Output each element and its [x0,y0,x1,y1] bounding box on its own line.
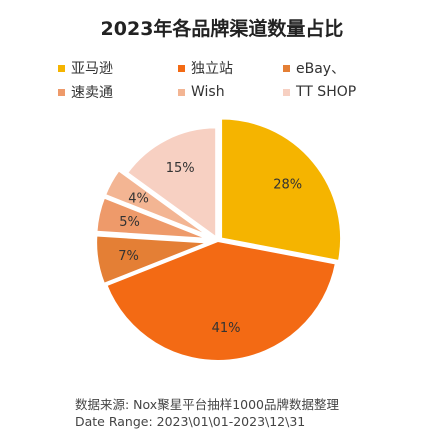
legend-item-aliexpress: 速卖通 [58,82,178,102]
legend-item-independent-site: 独立站 [178,58,283,78]
pie-slice-ebay [95,234,209,286]
legend-label-independent-site: 独立站 [191,61,233,77]
date-range-note: Date Range: 2023\01\01-2023\12\31 [75,414,306,429]
legend-label-amazon: 亚马逊 [71,61,113,77]
pie-slice-wish [103,168,210,238]
legend: 亚马逊 独立站 eBay、 速卖通 Wish TT SHOP [58,58,398,102]
data-source-note: 数据来源: Nox聚星平台抽样1000品牌数据整理 [75,397,340,412]
pie-label-tt-shop: 15% [166,161,195,176]
legend-label-aliexpress: 速卖通 [71,85,113,101]
legend-swatch-tt-shop [283,88,290,96]
legend-item-ebay: eBay、 [283,58,398,78]
legend-item-amazon: 亚马逊 [58,58,178,78]
pie-slice-aliexpress [95,196,209,240]
pie-label-amazon: 28% [273,177,302,192]
pie-label-ebay: 7% [118,249,139,264]
legend-item-tt-shop: TT SHOP [283,82,398,102]
legend-swatch-wish [178,88,185,96]
legend-swatch-aliexpress [58,88,65,96]
legend-swatch-independent-site [178,64,185,72]
pie-slice-tt-shop [125,126,218,240]
legend-swatch-ebay [283,64,290,72]
pie-label-aliexpress: 5% [119,215,140,230]
pie-label-independent-site: 41% [212,321,241,336]
legend-swatch-amazon [58,64,65,72]
legend-label-tt-shop: TT SHOP [296,84,357,100]
pie-slice-independent-site [105,239,338,362]
legend-label-wish: Wish [191,84,225,100]
pie-slice-amazon [220,117,343,263]
legend-label-ebay: eBay、 [296,61,346,77]
pie-label-wish: 4% [128,191,149,206]
legend-item-wish: Wish [178,82,283,102]
chart-title: 2023年各品牌渠道数量占比 [100,18,344,40]
footer: 数据来源: Nox聚星平台抽样1000品牌数据整理 Date Range: 20… [75,396,339,430]
